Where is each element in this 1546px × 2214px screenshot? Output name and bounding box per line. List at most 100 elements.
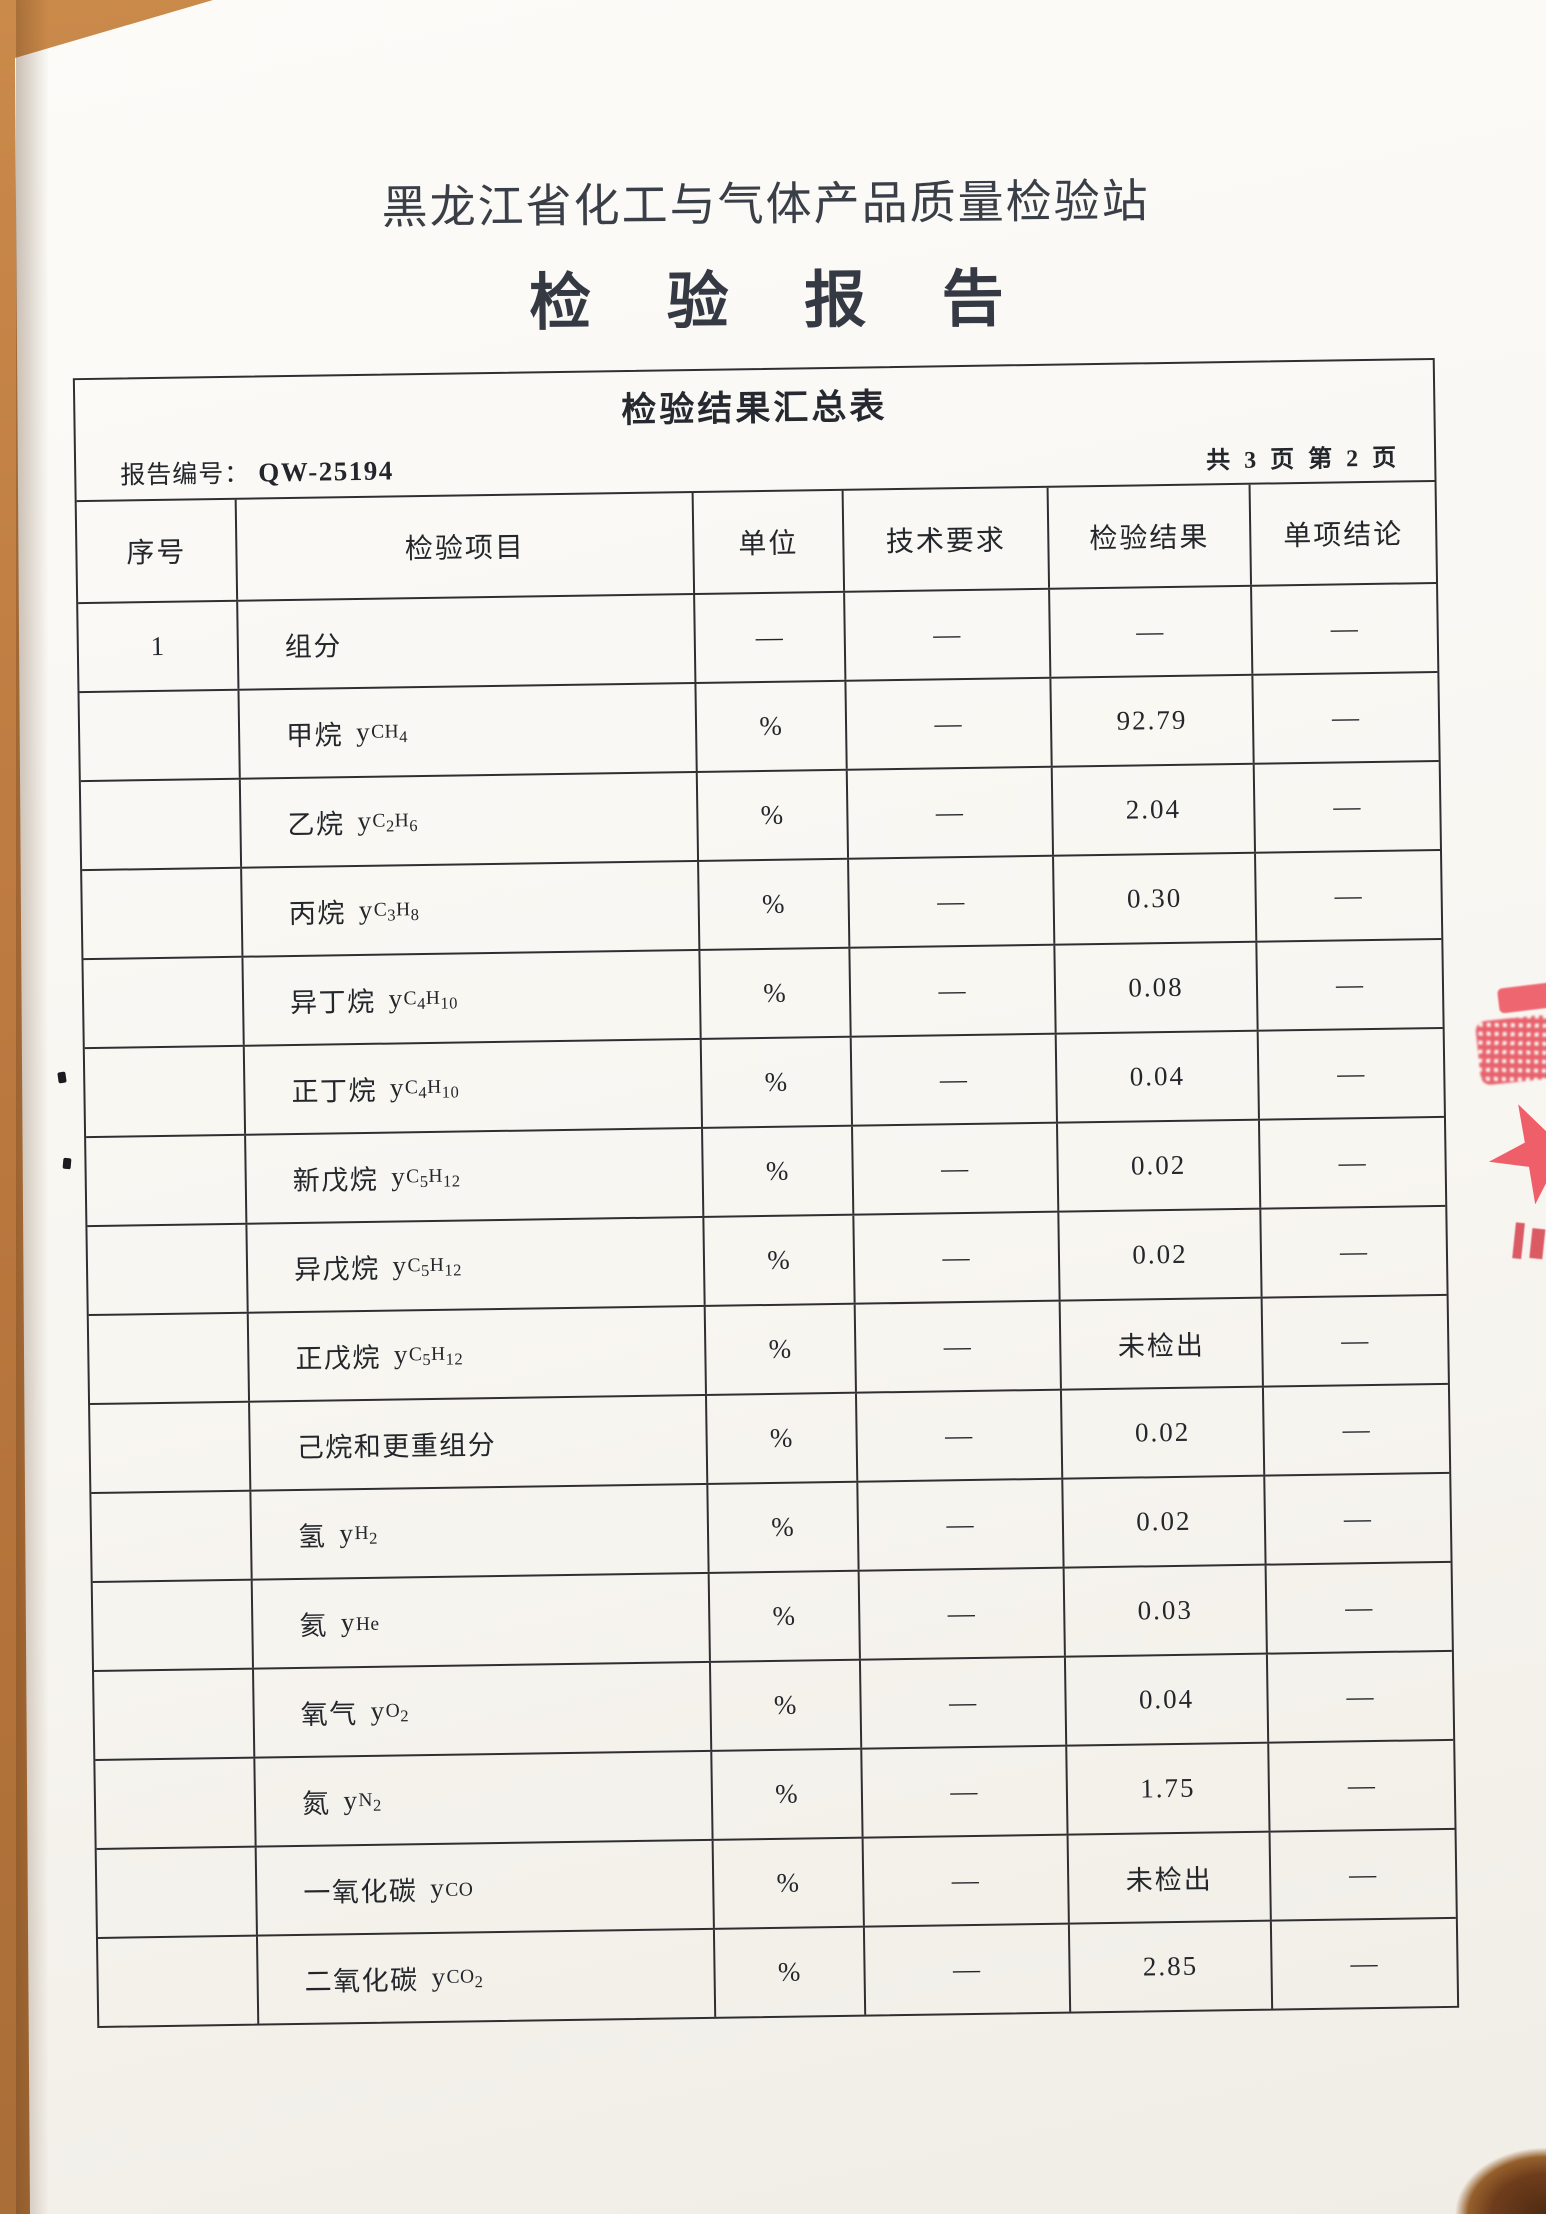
row-index-cell — [80, 779, 243, 870]
requirement-cell: — — [850, 945, 1057, 1036]
conclusion-cell: — — [1337, 1058, 1366, 1089]
item-name: 正丁烷 — [291, 1075, 378, 1108]
row-index-cell — [86, 1135, 248, 1226]
conclusion-cell: — — [1339, 1236, 1369, 1267]
conclusion-cell: — — [1341, 1325, 1370, 1356]
chemical-formula: N2 — [358, 1789, 382, 1815]
row-index-cell: 1 — [78, 601, 240, 692]
requirement-cell: — — [845, 589, 1052, 680]
chemical-formula: CO — [445, 1878, 474, 1901]
result-cell: 0.02 — [1063, 1476, 1267, 1567]
item-symbol: y — [390, 1161, 407, 1192]
row-index-cell — [96, 1847, 258, 1937]
result-cell: 未检出 — [1068, 1832, 1272, 1923]
ink-dot — [62, 1157, 72, 1170]
requirement-cell: — — [860, 1657, 1068, 1748]
row-index-cell — [90, 1402, 252, 1493]
item-symbol: y — [389, 1072, 406, 1103]
chemical-formula: CH4 — [370, 720, 409, 746]
item-cell: 新戊烷 y C5H12 — [246, 1128, 705, 1223]
report-title: 检 验 报 告 — [528, 265, 1034, 339]
chemical-formula: CO2 — [446, 1965, 484, 1991]
item-name: 甲烷 — [285, 720, 344, 752]
header-cell-result: 检验结果 — [1048, 484, 1253, 588]
result-cell: 1.75 — [1067, 1743, 1271, 1834]
item-cell: 异戊烷 y C5H12 — [247, 1217, 706, 1312]
chemical-formula: C4H10 — [404, 1076, 460, 1102]
chemical-formula: C2H6 — [372, 809, 419, 836]
conclusion-cell: — — [1338, 1147, 1367, 1178]
pagination: 共 3 页 第 2 页 — [1206, 445, 1401, 475]
requirement-cell: — — [853, 1123, 1060, 1214]
ink-dot — [57, 1071, 67, 1084]
stamp-mark — [1507, 1217, 1546, 1267]
result-cell: 2.85 — [1069, 1921, 1274, 2012]
unit-cell: % — [696, 681, 848, 771]
item-name: 氧气 — [300, 1699, 358, 1730]
item-name: 氢 — [297, 1521, 327, 1552]
result-cell: 2.04 — [1052, 764, 1256, 855]
item-name: 二氧化碳 — [304, 1965, 419, 1997]
item-cell: 正戊烷 y C5H12 — [248, 1306, 707, 1401]
conclusion-cell: — — [1343, 1503, 1373, 1534]
row-index-cell — [88, 1313, 251, 1404]
chemical-formula: O2 — [385, 1700, 410, 1725]
chemical-formula: C4H10 — [403, 987, 459, 1013]
results-header-row: 序号 检验项目 单位 技术要求 检验结果 单项结论 — [76, 482, 1436, 603]
result-cell: 0.02 — [1059, 1209, 1263, 1300]
item-name: 己烷和更重组分 — [296, 1430, 497, 1463]
chemical-formula: C5H12 — [407, 1254, 463, 1280]
item-cell: 氢 y H2 — [251, 1484, 710, 1579]
unit-cell: % — [699, 859, 851, 949]
doc-header: 黑龙江省化工与气体产品质量检验站 检 验 报 告 — [84, 162, 1447, 346]
result-cell: 0.04 — [1056, 1031, 1260, 1122]
row-index-cell — [87, 1224, 249, 1315]
unit-cell: % — [703, 1126, 855, 1216]
requirement-cell: — — [855, 1301, 1062, 1392]
row-index-cell — [91, 1491, 253, 1582]
item-name: 丙烷 — [288, 898, 347, 930]
item-symbol: y — [430, 1872, 446, 1904]
item-cell: 异丁烷 y C4H10 — [243, 950, 702, 1045]
stamp-star-icon — [1470, 1078, 1546, 1223]
unit-cell: % — [701, 1037, 853, 1127]
item-symbol: y — [431, 1961, 447, 1993]
item-symbol: y — [357, 805, 373, 837]
chemical-formula: H2 — [354, 1522, 379, 1548]
conclusion-cell: — — [1350, 1948, 1379, 1979]
item-cell: 组分 — [238, 594, 697, 689]
conclusion-cell: — — [1334, 880, 1363, 911]
header-cell-requirement: 技术要求 — [843, 487, 1051, 591]
conclusion-cell: — — [1344, 1592, 1374, 1623]
item-cell: 己烷和更重组分 — [250, 1395, 709, 1490]
result-cell: 0.02 — [1061, 1387, 1266, 1478]
result-cell: 0.04 — [1065, 1654, 1270, 1745]
item-cell: 氦 y He — [252, 1573, 711, 1668]
unit-cell: % — [697, 770, 850, 860]
chemical-formula: C5H12 — [408, 1343, 464, 1369]
result-cell: 92.79 — [1051, 675, 1255, 766]
chemical-formula: C5H12 — [406, 1165, 461, 1191]
row-index-cell — [79, 690, 241, 781]
results-table-body: 1 组分 — — — — 甲烷 y CH4% —92.79— 乙烷 y C2H6% —2.04— 丙烷 y C3… — [78, 581, 1458, 2026]
item-name: 一氧化碳 — [303, 1876, 418, 1908]
result-cell: 0.08 — [1055, 942, 1259, 1033]
item-cell: 二氧化碳 y CO2 — [257, 1929, 717, 2024]
item-name: 氦 — [299, 1610, 329, 1641]
report-no-label: 报告编号： — [120, 460, 251, 490]
row-index-cell — [83, 957, 245, 1048]
conclusion-cell: — — [1347, 1770, 1377, 1801]
item-symbol: y — [340, 1607, 357, 1638]
item-symbol: y — [388, 983, 404, 1014]
requirement-cell: — — [858, 1479, 1065, 1570]
requirement-cell: — — [856, 1390, 1064, 1481]
unit-cell: % — [700, 948, 852, 1038]
conclusion-cell: — — [1335, 969, 1365, 1000]
item-symbol: y — [392, 1250, 408, 1281]
row-index-cell — [94, 1669, 256, 1760]
requirement-cell: — — [849, 856, 1056, 947]
item-name: 新戊烷 — [292, 1164, 379, 1197]
row-index-cell — [84, 1046, 247, 1137]
